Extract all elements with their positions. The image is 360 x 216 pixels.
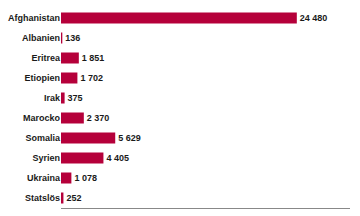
svg-text:4 405: 4 405 xyxy=(106,153,129,163)
svg-text:Irak: Irak xyxy=(44,93,61,103)
svg-text:Afghanistan: Afghanistan xyxy=(8,13,60,23)
svg-text:Eritrea: Eritrea xyxy=(31,53,61,63)
svg-text:5 629: 5 629 xyxy=(118,133,141,143)
svg-text:Marocko: Marocko xyxy=(23,113,61,123)
svg-text:Syrien: Syrien xyxy=(32,153,60,163)
svg-text:Statslös: Statslös xyxy=(25,193,60,203)
svg-text:1 702: 1 702 xyxy=(80,73,103,83)
svg-text:Albanien: Albanien xyxy=(22,33,60,43)
svg-text:Somalia: Somalia xyxy=(25,133,61,143)
svg-text:375: 375 xyxy=(68,93,83,103)
svg-text:Etiopien: Etiopien xyxy=(25,73,61,83)
svg-text:1 078: 1 078 xyxy=(74,173,97,183)
svg-text:Ukraina: Ukraina xyxy=(27,173,61,183)
svg-text:136: 136 xyxy=(65,33,80,43)
svg-text:252: 252 xyxy=(66,193,81,203)
svg-text:24 480: 24 480 xyxy=(300,13,328,23)
svg-text:2 370: 2 370 xyxy=(87,113,110,123)
svg-text:1 851: 1 851 xyxy=(82,53,105,63)
